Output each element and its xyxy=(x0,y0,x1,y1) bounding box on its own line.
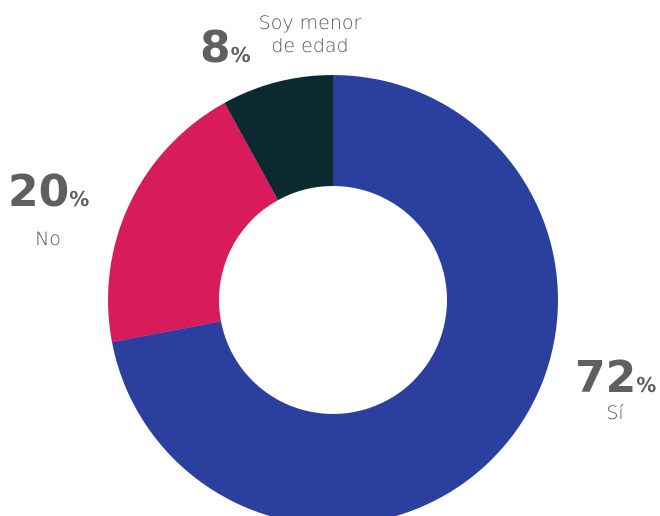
category-label: Soy menor de edad xyxy=(258,12,362,57)
value-number: 8 xyxy=(200,22,231,73)
slice xyxy=(111,75,558,516)
value-number: 20 xyxy=(8,166,70,217)
slice xyxy=(107,102,279,343)
value-label: 8% xyxy=(200,26,251,70)
category-label: Sí xyxy=(606,402,624,424)
value-suffix: % xyxy=(636,373,657,397)
value-number: 72 xyxy=(575,352,637,403)
category-label: No xyxy=(35,228,61,250)
value-label: 20% xyxy=(8,170,89,214)
value-suffix: % xyxy=(230,43,251,67)
slice xyxy=(224,75,333,201)
value-label: 72% xyxy=(575,356,656,400)
value-suffix: % xyxy=(69,187,90,211)
